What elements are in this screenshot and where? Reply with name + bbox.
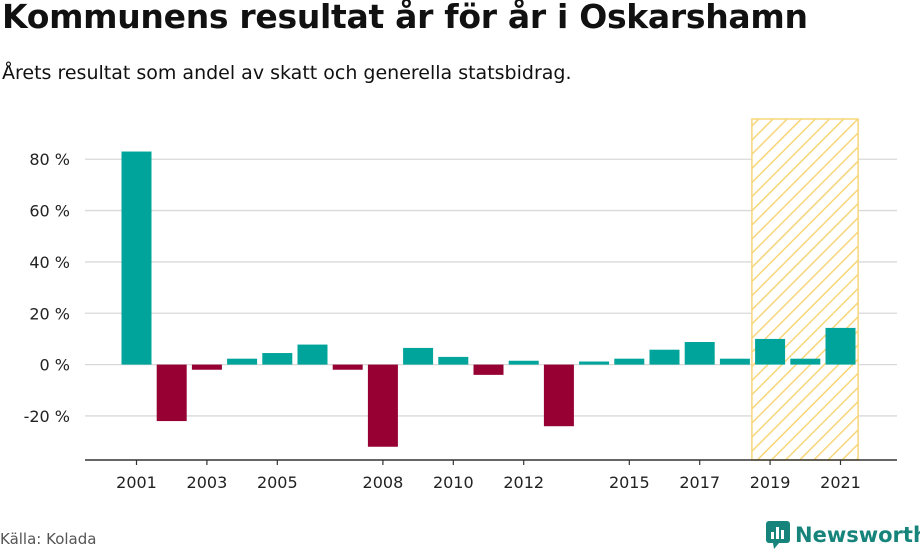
bar-2005 <box>262 353 293 365</box>
brand-logo: Newsworthy <box>765 520 920 550</box>
x-tick-label: 2003 <box>187 473 228 492</box>
bar-2006 <box>297 344 328 365</box>
x-tick-label: 2015 <box>609 473 650 492</box>
bar-2008 <box>367 364 398 447</box>
y-tick-label: 60 % <box>29 202 70 221</box>
bar-2003 <box>191 364 222 370</box>
bar-2017 <box>684 342 715 365</box>
source-note: Källa: Kolada <box>0 530 97 548</box>
bar-2010 <box>438 356 469 365</box>
bar-2015 <box>614 358 645 365</box>
bar-2009 <box>403 347 434 365</box>
x-tick-label: 2019 <box>750 473 791 492</box>
x-tick-label: 2021 <box>820 473 861 492</box>
brand-name: Newsworthy <box>795 523 920 547</box>
bar-2019 <box>755 338 786 365</box>
chart-subtitle: Årets resultat som andel av skatt och ge… <box>2 62 572 84</box>
x-tick-label: 2017 <box>679 473 720 492</box>
bar-2004 <box>227 358 258 365</box>
bar-2012 <box>508 360 539 365</box>
y-tick-label: 0 % <box>40 356 70 375</box>
x-tick-label: 2008 <box>363 473 404 492</box>
x-tick-label: 2001 <box>116 473 157 492</box>
bar-2020 <box>790 358 821 365</box>
bar-2016 <box>649 349 680 365</box>
bar-2013 <box>543 364 574 427</box>
x-tick-label: 2010 <box>433 473 474 492</box>
bar-2001 <box>121 151 152 365</box>
x-tick-label: 2005 <box>257 473 298 492</box>
chart-title: Kommunens resultat år för år i Oskarsham… <box>2 0 808 36</box>
bar-2021 <box>825 327 856 365</box>
y-tick-label: 20 % <box>29 304 70 323</box>
bar-2014 <box>579 361 610 365</box>
y-tick-label: -20 % <box>24 407 70 426</box>
y-tick-label: 80 % <box>29 150 70 169</box>
highlight-period <box>751 118 859 461</box>
bar-2007 <box>332 364 363 370</box>
x-tick-label: 2012 <box>503 473 544 492</box>
bar-2002 <box>156 364 187 422</box>
bar-2018 <box>719 358 750 365</box>
bar-2011 <box>473 364 504 375</box>
y-tick-label: 40 % <box>29 253 70 272</box>
newsworthy-logo-icon <box>766 521 790 549</box>
